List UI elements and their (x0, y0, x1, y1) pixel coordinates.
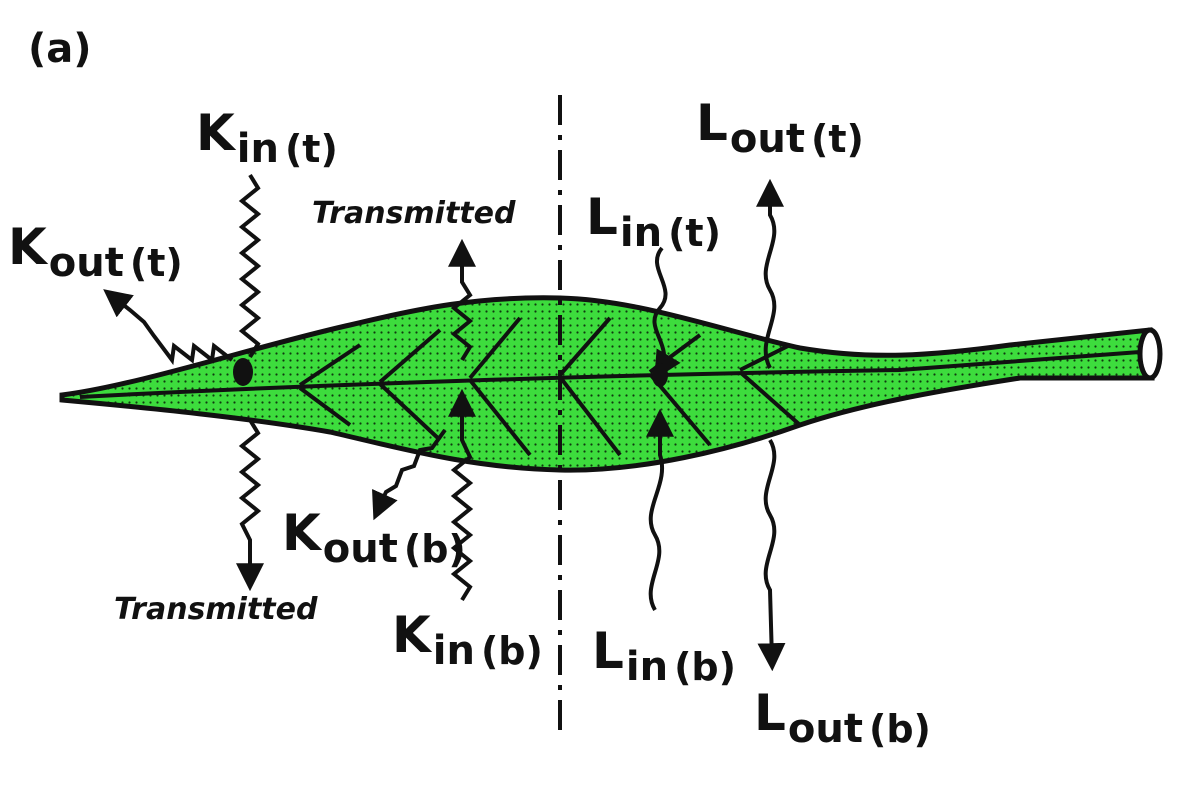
label-k-out-t: Kout (t) (8, 218, 183, 286)
label-k-in-b: Kin (b) (392, 606, 543, 674)
panel-label: (a) (28, 26, 92, 72)
k-rays (103, 173, 476, 602)
l-in-t-ray (652, 246, 681, 380)
transmitted-bottom-label: Transmitted (114, 592, 318, 627)
k-in-t-ray (238, 173, 262, 359)
l-out-b-ray (757, 438, 786, 672)
k-in-b-ray (448, 388, 476, 602)
petiole-end (1137, 327, 1163, 381)
transmitted-top-ray (448, 238, 476, 362)
label-l-out-t: Lout (t) (696, 94, 864, 162)
l-in-b-ray (646, 408, 674, 612)
label-k-out-b: Kout (b) (282, 504, 466, 572)
leaf-blade (59, 295, 1155, 473)
l-out-t-ray (756, 178, 784, 369)
k-out-b-ray (372, 428, 447, 521)
transmitted-top-label: Transmitted (312, 196, 516, 231)
transmitted-bottom-ray (236, 418, 264, 592)
label-l-in-t: Lin (t) (586, 188, 721, 256)
l-rays (646, 178, 786, 672)
label-l-in-b: Lin (b) (592, 622, 736, 690)
contact-point (233, 358, 253, 386)
label-l-out-b: Lout (b) (754, 684, 931, 752)
label-k-in-t: Kin (t) (196, 104, 338, 172)
contact-point (652, 363, 668, 387)
k-out-t-ray (103, 289, 234, 366)
